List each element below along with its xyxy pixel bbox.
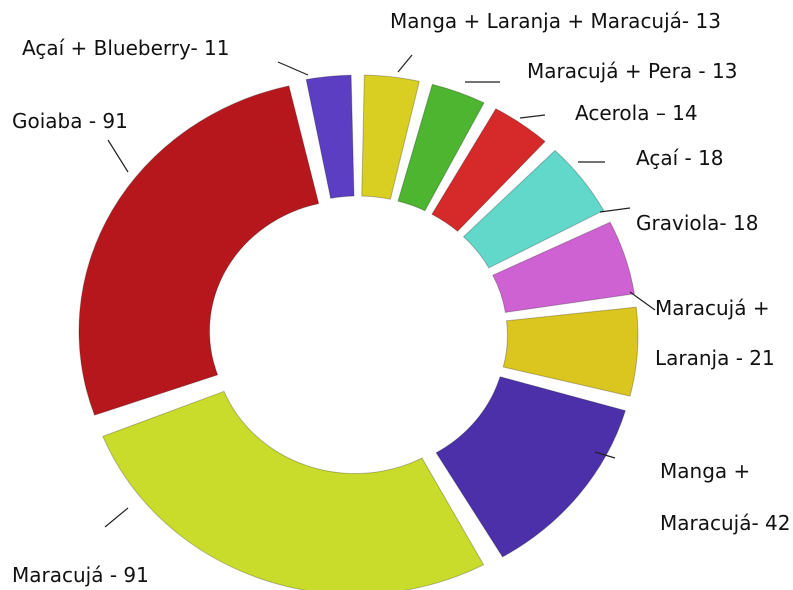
leader-line <box>104 507 129 528</box>
data-label: Maracujá + Pera - 13 <box>527 59 737 83</box>
data-label: Acerola – 14 <box>575 101 698 125</box>
leader-line <box>594 451 616 459</box>
data-label: Maracujá + <box>655 296 770 320</box>
leader-line <box>397 54 413 73</box>
leader-line <box>107 139 129 173</box>
data-label: Maracujá- 42 <box>660 511 791 535</box>
donut-slice <box>305 74 355 199</box>
leader-line <box>599 207 631 213</box>
donut-slice <box>78 85 320 416</box>
data-label: Açaí - 18 <box>636 146 724 170</box>
donut-slice <box>361 74 420 200</box>
leader-line <box>519 114 546 119</box>
donut-slice <box>462 149 605 269</box>
donut-slice <box>102 390 485 590</box>
data-label: Laranja - 21 <box>655 346 775 370</box>
data-label: Goiaba - 91 <box>12 109 128 133</box>
donut-slice <box>502 306 639 397</box>
data-label: Graviola- 18 <box>636 211 758 235</box>
leader-line <box>277 61 309 76</box>
donut-slice <box>435 376 627 558</box>
data-label: Maracujá - 91 <box>12 563 149 587</box>
data-label: Manga + Laranja + Maracujá- 13 <box>390 9 721 33</box>
donut-slice <box>431 108 546 232</box>
data-label: Açaí + Blueberry- 11 <box>22 36 229 60</box>
donut-slice <box>492 221 635 313</box>
donut-slice <box>397 83 485 212</box>
data-label: Manga + <box>660 459 750 483</box>
leader-line <box>629 291 656 311</box>
